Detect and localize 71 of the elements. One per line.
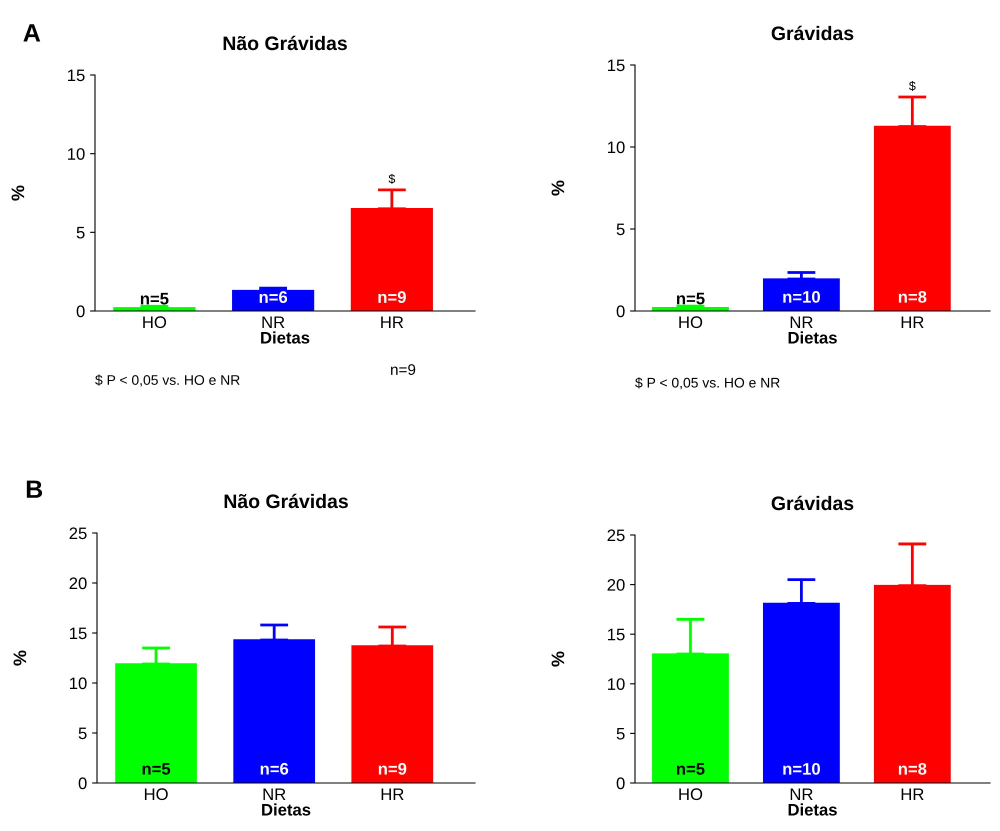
x-tick-label: NR [264,788,286,800]
y-axis-title: % [12,185,24,201]
y-tick-label: 5 [78,728,87,740]
annotation: n=8 [898,290,926,303]
x-tick-label: HO [679,788,702,800]
y-tick-label: 0 [76,305,85,318]
bar [652,653,729,783]
x-tick-label: HO [144,788,168,800]
x-tick-label: NR [790,316,813,328]
bar [115,663,197,783]
x-tick-label: HR [382,788,404,800]
bar [874,126,951,311]
x-axis-title: Dietas [262,803,310,816]
y-tick-label: 15 [608,60,625,72]
annotation: $ [909,80,916,92]
x-tick-label: NR [262,316,284,328]
chart-title: Grávidas [772,496,854,510]
y-tick-label: 5 [76,226,85,239]
annotation: n=5 [142,763,170,775]
y-tick-label: 0 [78,777,87,790]
bar [233,639,316,783]
annotation: n=6 [260,291,288,303]
y-tick-label: 15 [70,628,87,640]
x-axis-title: Dietas [261,331,310,344]
annotation: n=5 [676,292,705,304]
y-tick-label: 15 [68,70,85,82]
text: n=9 [391,364,416,375]
annotation: $ [388,174,396,184]
bar [351,645,434,783]
chart-title: Grávidas [772,26,854,40]
y-tick-label: 10 [608,141,625,154]
annotation: n=10 [783,290,820,303]
x-tick-label: NR [790,788,813,800]
y-axis-title: % [552,651,564,667]
annotation: n=8 [898,762,926,775]
y-tick-label: 25 [70,527,87,540]
annotation: n=5 [676,763,705,775]
y-tick-label: 5 [616,224,625,236]
y-tick-label: 25 [608,529,625,542]
x-tick-label: HR [902,788,924,800]
x-tick-label: HR [381,316,404,328]
annotation: n=9 [378,762,406,775]
y-tick-label: 10 [68,148,85,160]
x-tick-label: HO [143,316,166,328]
y-axis-title: % [14,650,26,666]
y-tick-label: 5 [616,728,625,740]
annotation: n=10 [783,762,820,775]
y-tick-label: 20 [70,577,87,590]
annotation: n=9 [378,291,406,303]
text: A [23,24,40,42]
x-axis-title: Dietas [788,803,837,816]
x-tick-label: HR [902,316,924,328]
text: B [26,480,42,498]
chart-title: Não Grávidas [224,36,347,50]
bar [874,584,951,783]
bar [350,208,433,311]
y-tick-label: 10 [70,677,87,690]
text: $ P < 0,05 vs. HO e NR [635,377,780,390]
annotation: n=6 [260,762,288,775]
chart-title: Não Grávidas [224,494,348,508]
y-tick-label: 0 [616,777,625,790]
x-axis-title: Dietas [788,331,837,344]
x-tick-label: HO [679,316,702,328]
annotation: n=5 [140,292,168,305]
y-tick-label: 0 [616,305,625,318]
y-axis-title: % [552,180,564,196]
text: $ P < 0,05 vs. HO e NR [95,374,240,387]
bar [762,602,840,783]
y-tick-label: 15 [608,628,625,640]
y-tick-label: 20 [608,579,625,591]
y-tick-label: 10 [608,678,625,690]
